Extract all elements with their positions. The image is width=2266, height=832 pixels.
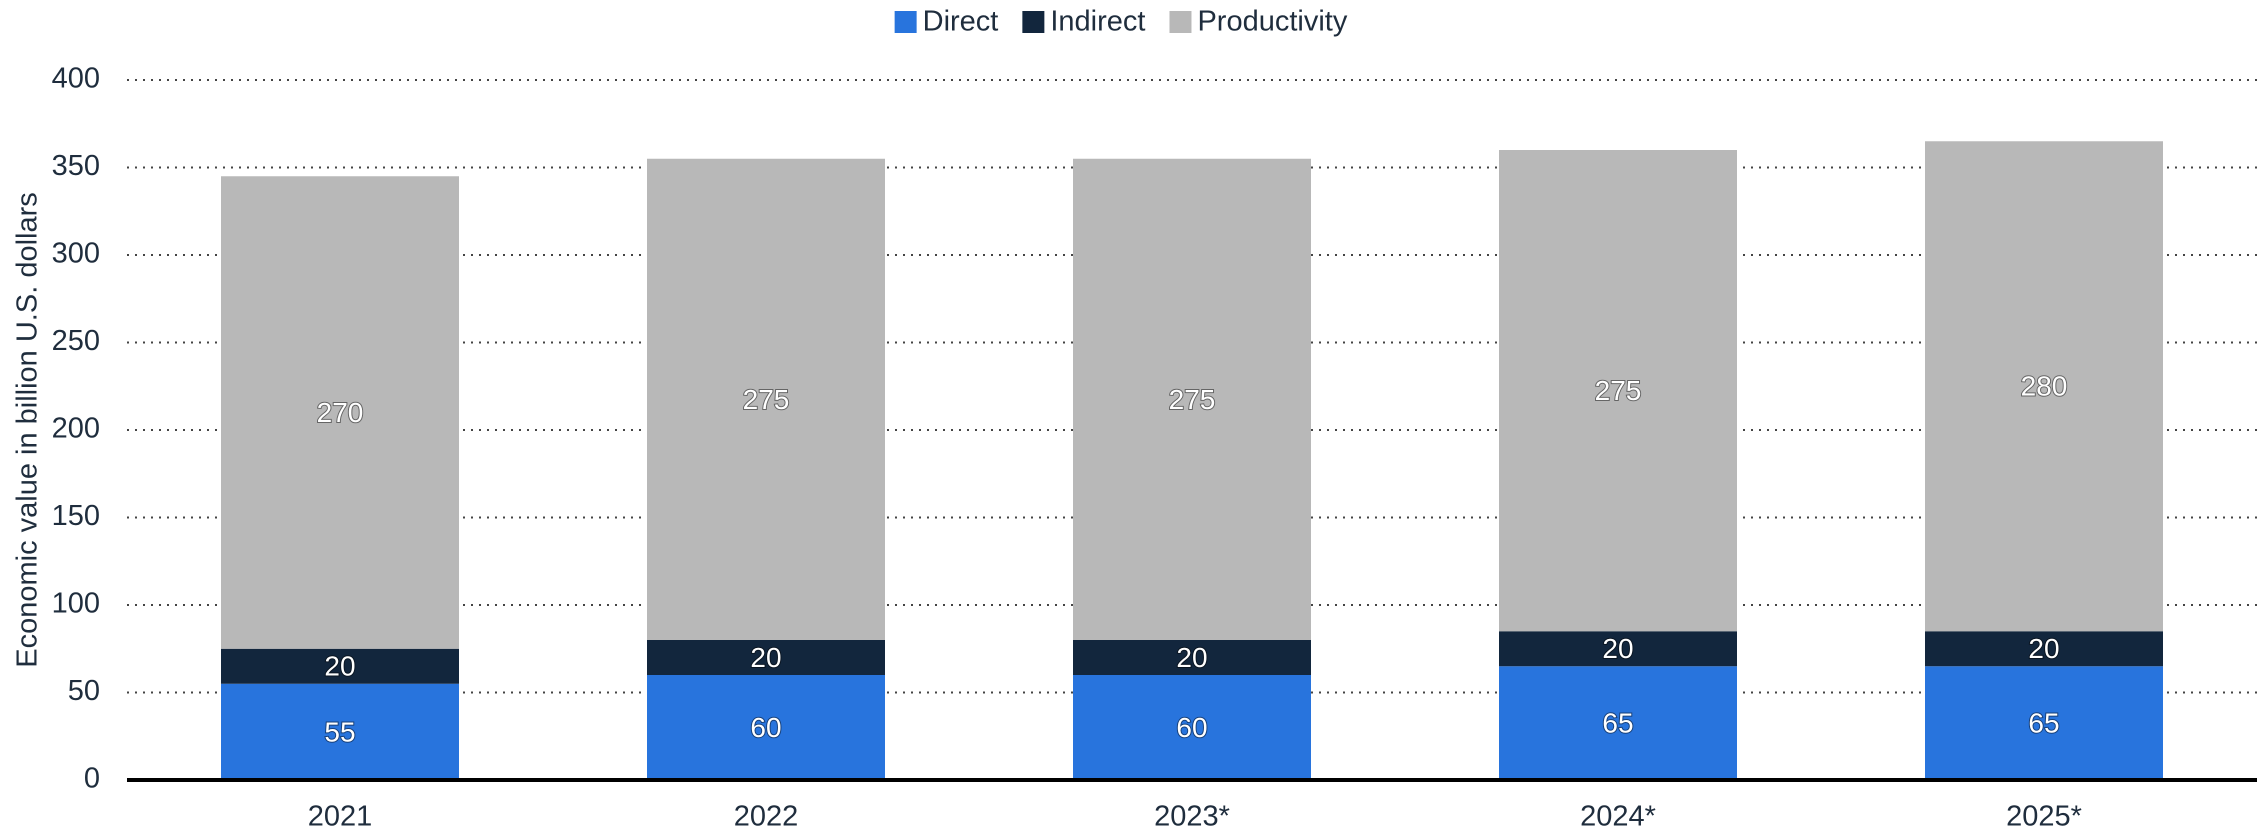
bar-segment [221,683,459,780]
data-label: 65 [1602,708,1633,739]
data-label: 275 [743,384,790,415]
legend-item[interactable]: Direct [894,6,999,38]
data-label: 60 [1176,712,1207,743]
data-label: 20 [324,651,355,682]
data-label: 270 [317,397,364,428]
y-axis-label: Economic value in billion U.S. dollars [12,192,44,668]
legend-label: Direct [923,6,999,38]
bar-segment [647,640,885,675]
legend-label: Indirect [1050,6,1145,38]
x-tick-label: 2021 [308,801,373,832]
bar-segment [647,158,885,640]
data-label: 55 [324,716,355,747]
bar-segment [1925,141,2163,632]
data-label: 20 [750,642,781,673]
bar-segment [647,675,885,780]
y-tick-label: 300 [52,238,100,270]
legend-swatch [1022,11,1045,33]
bar-segment [1925,631,2163,667]
legend-label: Productivity [1197,6,1347,38]
data-label: 275 [1595,375,1642,406]
y-tick-label: 250 [52,325,100,357]
data-label: 20 [1602,633,1633,664]
data-label: 280 [2021,371,2068,402]
data-label: 20 [1176,642,1207,673]
y-tick-label: 350 [52,150,100,182]
y-tick-label: 50 [68,675,100,707]
y-tick-label: 400 [52,63,100,95]
y-tick-label: 200 [52,413,100,445]
bar-segment [1499,631,1737,667]
bar-segment [1073,640,1311,675]
data-label: 60 [750,712,781,743]
bar-segment [1925,666,2163,780]
bar-segment [1073,675,1311,780]
data-label: 20 [2028,633,2059,664]
x-tick-label: 2022 [734,801,799,832]
bar-segment [1499,150,1737,632]
data-label: 65 [2028,708,2059,739]
legend-item[interactable]: Productivity [1169,6,1348,38]
legend-swatch [1169,11,1192,33]
bar-segment [221,176,459,649]
bar-segment [1073,158,1311,640]
x-tick-label: 2025* [2006,801,2082,832]
y-tick-label: 100 [52,588,100,620]
bar-segment [1499,666,1737,780]
x-tick-label: 2023* [1154,801,1230,832]
y-tick-label: 0 [84,763,100,795]
y-tick-label: 150 [52,500,100,532]
x-tick-label: 2024* [1580,801,1656,832]
data-label: 275 [1169,384,1216,415]
legend-swatch [894,11,917,33]
bar-segment [221,648,459,684]
legend-item[interactable]: Indirect [1022,6,1145,38]
